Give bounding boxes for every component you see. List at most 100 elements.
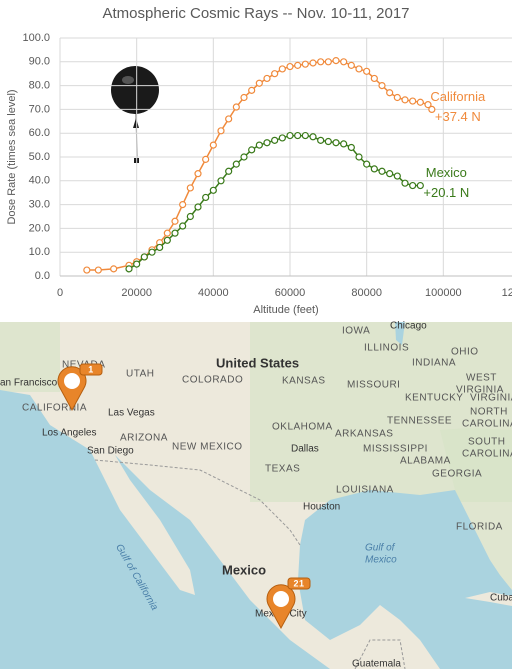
data-point (194, 170, 202, 178)
data-point (355, 153, 363, 161)
marker[interactable]: 21 (266, 577, 311, 630)
data-point (171, 217, 179, 225)
map-label: Mexico (365, 555, 397, 566)
data-point (416, 181, 424, 190)
map-label: San Diego (87, 446, 134, 457)
data-point (363, 160, 371, 168)
series-annotation: +37.4 N (435, 109, 481, 124)
map-label: CAROLINA (462, 449, 512, 460)
data-point (317, 58, 325, 66)
y-tick-label: 0.0 (35, 270, 50, 282)
data-point (240, 93, 248, 102)
x-tick-label: 120000 (502, 287, 512, 299)
map-label: UTAH (126, 369, 154, 380)
legend-label: California (430, 89, 486, 104)
data-point (263, 74, 271, 83)
map-label: OKLAHOMA (272, 422, 333, 433)
cuba (465, 592, 512, 606)
data-point (202, 193, 210, 202)
data-point (217, 127, 225, 135)
y-tick-label: 30.0 (29, 199, 50, 211)
map-label: Houston (303, 502, 340, 513)
data-point (428, 105, 436, 114)
data-point (186, 212, 194, 221)
data-point (378, 167, 386, 175)
data-point (110, 265, 118, 273)
border (354, 639, 406, 669)
data-point (278, 65, 286, 73)
data-point (163, 229, 171, 237)
marker[interactable]: 1 (57, 363, 103, 412)
data-point (317, 136, 325, 144)
green-land (0, 322, 60, 392)
map-label: KANSAS (282, 376, 326, 387)
gulf-of-mexico (298, 490, 512, 669)
data-point (347, 61, 355, 69)
map-label: an Francisco (0, 378, 58, 389)
x-tick-label: 100000 (425, 287, 462, 299)
data-point (378, 81, 386, 90)
series-line (128, 134, 421, 270)
map-label: FLORIDA (456, 522, 503, 533)
data-point (386, 89, 394, 97)
data-point (332, 139, 340, 147)
x-tick-label: 40000 (198, 287, 229, 299)
x-tick-label: 0 (57, 287, 63, 299)
map-label: Las Vegas (108, 408, 155, 419)
data-point (248, 86, 256, 94)
map-label: United States (216, 355, 299, 370)
data-point (133, 260, 141, 268)
lake (395, 322, 405, 345)
map-label: COLORADO (182, 375, 243, 386)
map-label: Cuba (490, 593, 512, 604)
map-label: Mexico (222, 562, 266, 577)
data-point (148, 248, 156, 256)
map-label: LOUISIANA (336, 485, 394, 496)
data-point (209, 141, 217, 149)
map-label: MISSISSIPPI (363, 444, 428, 455)
data-point (125, 265, 133, 273)
data-point (179, 201, 187, 209)
border (94, 459, 301, 546)
y-tick-label: 10.0 (29, 246, 50, 258)
data-point (340, 140, 348, 148)
data-point (217, 177, 225, 185)
map-label: TENNESSEE (387, 416, 452, 427)
y-tick-label: 60.0 (29, 127, 50, 139)
y-tick-label: 80.0 (29, 80, 50, 92)
data-point (409, 181, 417, 190)
map-label: INDIANA (412, 358, 456, 369)
data-point (278, 134, 286, 142)
data-point (271, 70, 279, 78)
data-point (171, 229, 179, 237)
map-label: Gulf of (365, 543, 396, 554)
map-label: ALABAMA (400, 456, 451, 467)
map-label: ARKANSAS (335, 429, 393, 440)
y-tick-label: 90.0 (29, 56, 50, 68)
data-point (140, 253, 148, 261)
data-point (324, 58, 332, 66)
map-label: Guatemala (352, 659, 401, 669)
map-label: GEORGIA (432, 469, 482, 480)
y-tick-label: 70.0 (29, 103, 50, 115)
y-tick-label: 40.0 (29, 175, 50, 187)
data-point (401, 96, 409, 104)
data-point (393, 172, 401, 180)
map-label: NORTH (470, 407, 508, 418)
data-point (340, 58, 348, 66)
data-point (301, 131, 309, 140)
map-label: VIRGINIA (456, 385, 504, 396)
x-tick-label: 20000 (121, 287, 152, 299)
map-label: Los Angeles (42, 428, 97, 439)
x-tick-label: 60000 (275, 287, 306, 299)
data-point (286, 62, 294, 71)
data-point (186, 184, 194, 192)
data-point (324, 137, 332, 146)
data-point (209, 186, 217, 194)
data-point (370, 74, 378, 83)
map-label: SOUTH (468, 437, 506, 448)
data-point (294, 131, 302, 140)
chart-title: Atmospheric Cosmic Rays -- Nov. 10-11, 2… (102, 5, 409, 22)
data-point (416, 98, 424, 106)
data-point (424, 101, 432, 109)
